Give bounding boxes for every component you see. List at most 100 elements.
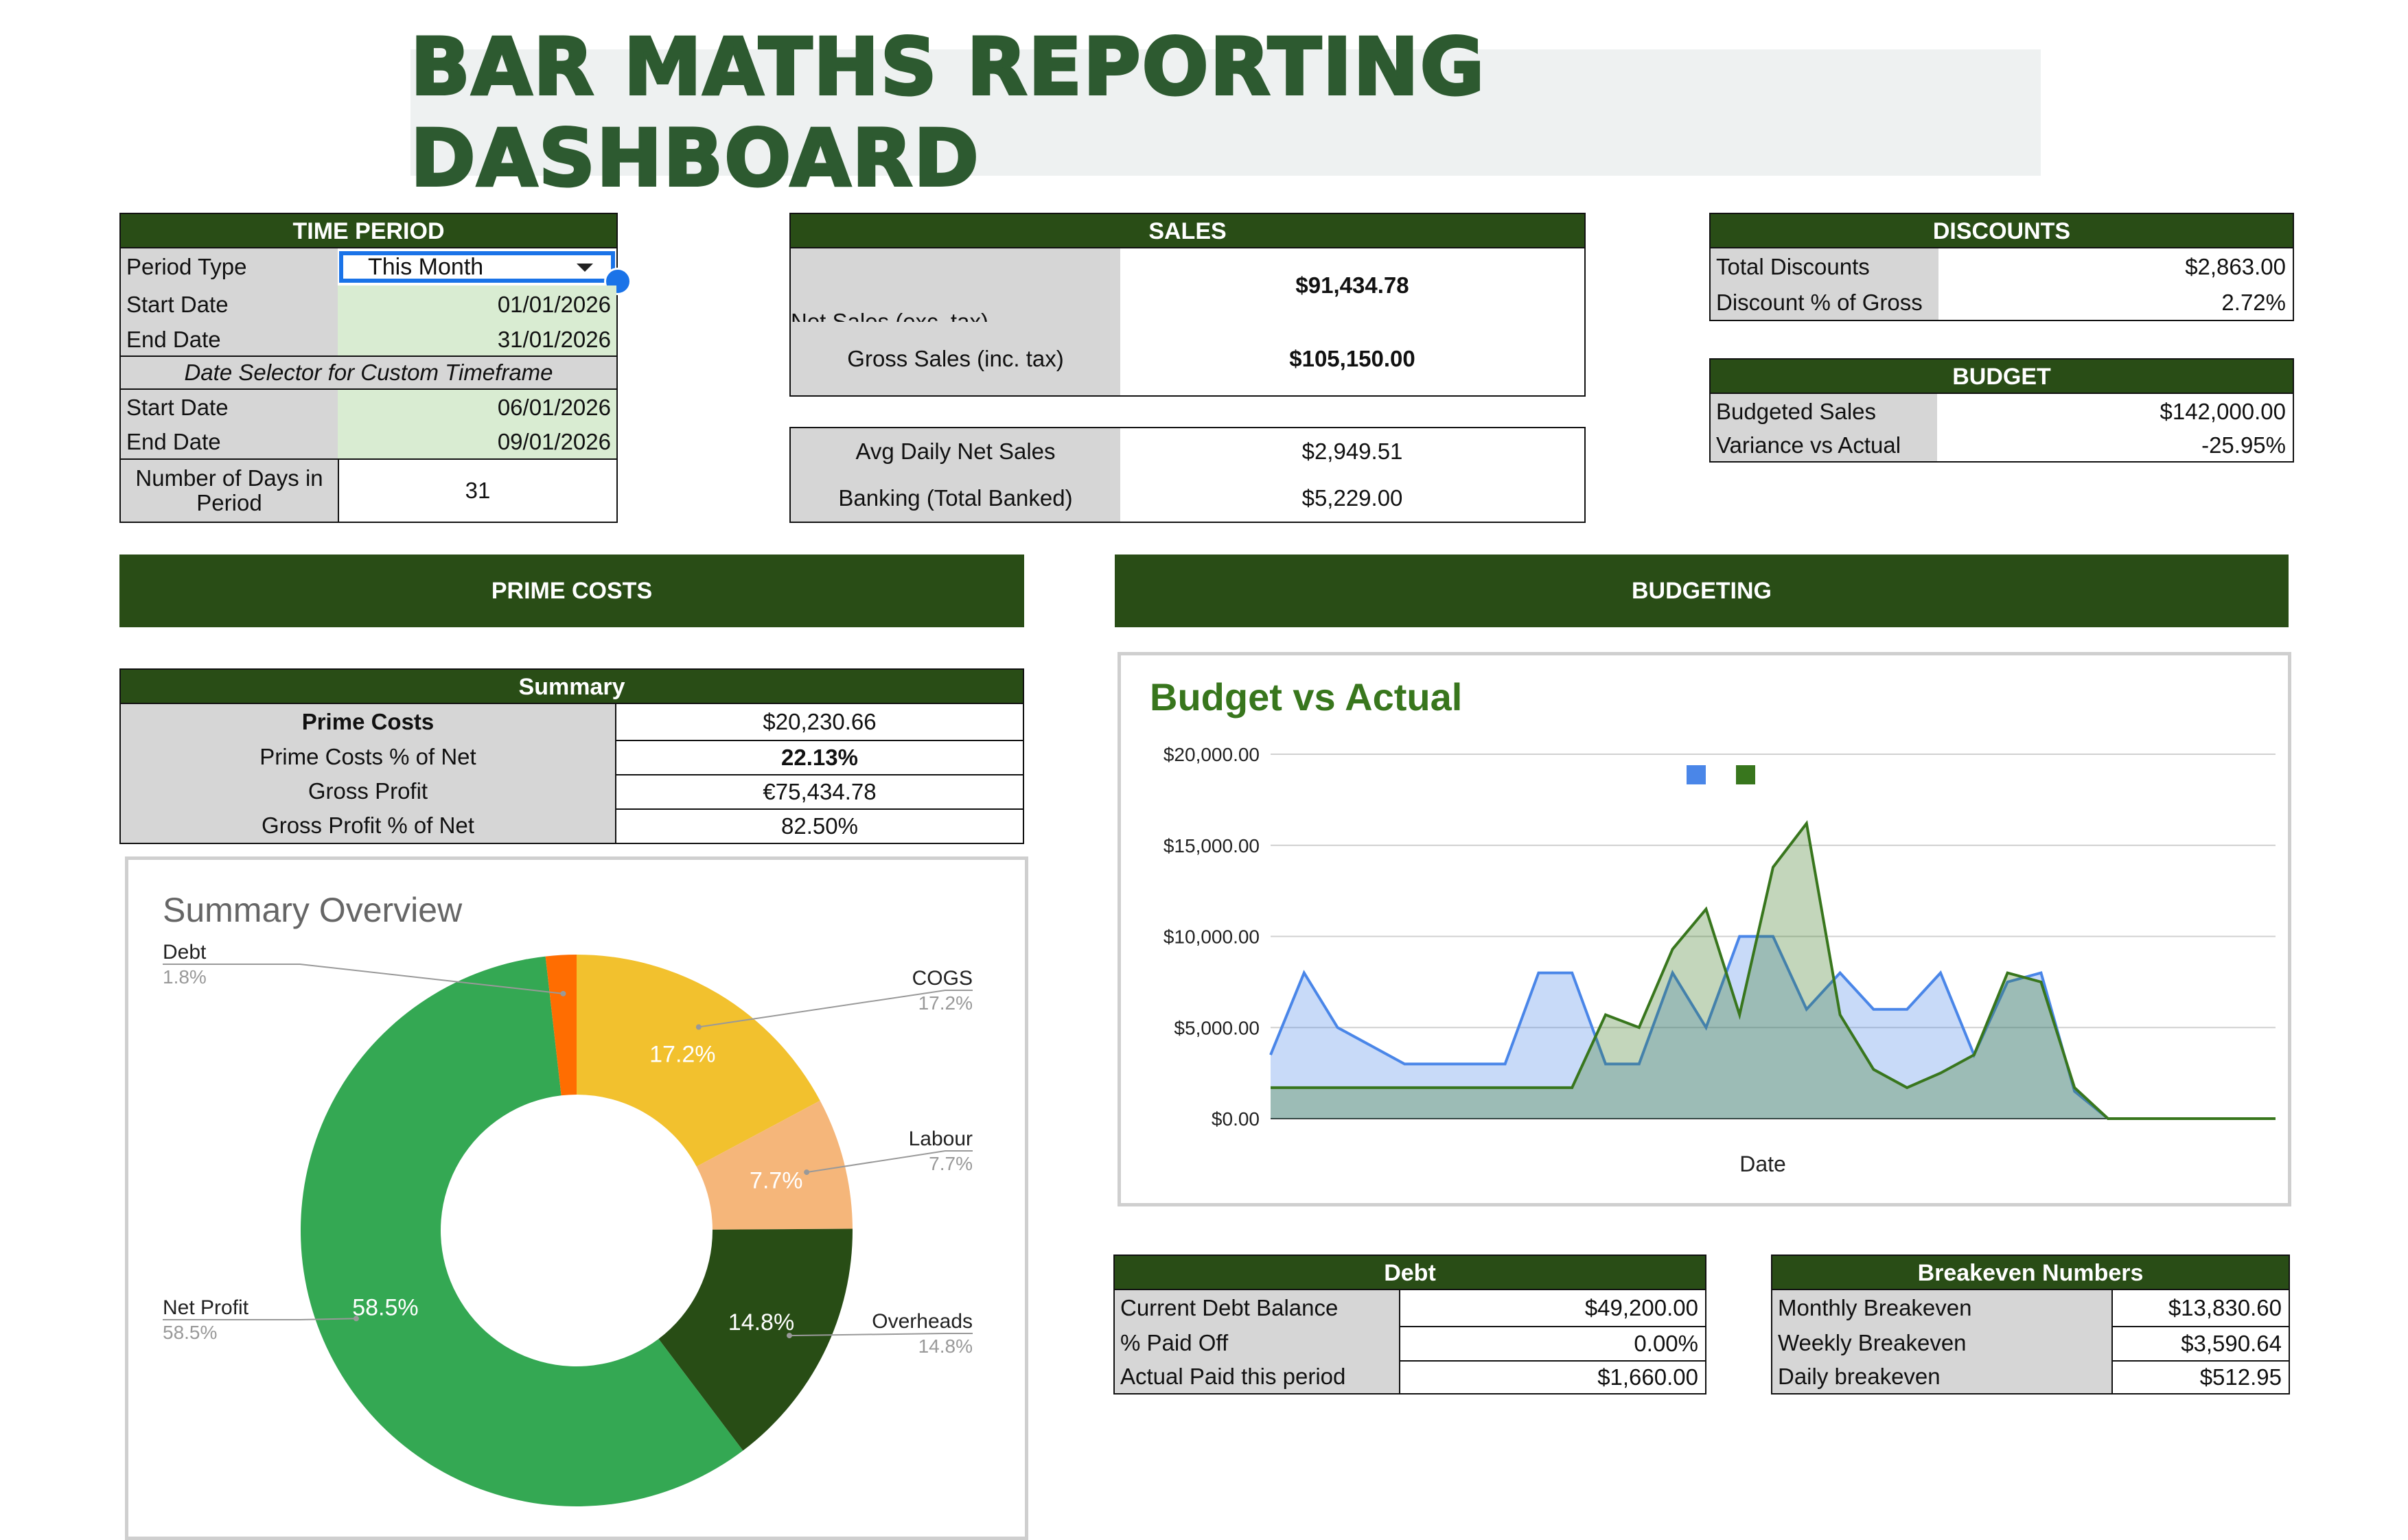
banking-label: Banking (Total Banked) — [791, 475, 1120, 522]
weekly-breakeven-value: $3,590.64 — [2111, 1326, 2289, 1360]
budget-panel: BUDGET Budgeted Sales $142,000.00 Varian… — [1709, 358, 2294, 463]
pie-legend-value-debt: 1.8% — [163, 966, 207, 988]
pie-leader-dot-labour — [804, 1169, 810, 1176]
time-period-panel: TIME PERIOD Period Type This Month Start… — [119, 213, 632, 523]
pie-leader-dot-debt — [560, 990, 566, 996]
custom-start-date-value[interactable]: 06/01/2026 — [338, 390, 616, 425]
total-discounts-value: $2,863.00 — [1938, 248, 2293, 285]
pie-slice-label-overheads: 14.8% — [728, 1309, 794, 1335]
pie-slice-cogs[interactable] — [577, 955, 820, 1167]
days-in-period-label: Number of Days in Period — [121, 458, 338, 522]
series-area-2 — [1271, 823, 2276, 1119]
prime-costs-pct-label: Prime Costs % of Net — [121, 740, 615, 774]
period-type-value: This Month — [368, 253, 484, 280]
budgeting-banner: BUDGETING — [1115, 555, 2289, 627]
legend-swatch-1[interactable] — [1687, 765, 1706, 784]
pie-leader-line-cogs — [698, 990, 973, 1028]
total-discounts-label: Total Discounts — [1711, 248, 1938, 285]
budget-vs-actual-chart: Budget vs Actual $0.00 $5,000.00 $10,000.0… — [1118, 652, 2291, 1206]
breakeven-panel: Breakeven Numbers Monthly Breakeven $13,… — [1771, 1255, 2290, 1395]
pie-slice-label-net-profit: 58.5% — [352, 1294, 418, 1320]
start-date-value[interactable]: 01/01/2026 — [338, 285, 616, 324]
banking-value: $5,229.00 — [1120, 475, 1584, 522]
avg-daily-net-sales-value: $2,949.51 — [1120, 428, 1584, 475]
debt-panel: Debt Current Debt Balance $49,200.00 % P… — [1113, 1255, 1706, 1395]
pie-legend-value-cogs: 17.2% — [918, 992, 973, 1014]
pie-slice-net-profit[interactable] — [300, 956, 743, 1506]
net-sales-value: $91,434.78 — [1120, 248, 1584, 322]
gross-sales-label: Gross Sales (inc. tax) — [791, 322, 1120, 395]
series-line-2 — [1271, 820, 2276, 1120]
sales-header: SALES — [789, 213, 1586, 248]
pie-legend-name-net-profit: Net Profit — [163, 1296, 249, 1319]
pie-legend-name-overheads: Overheads — [872, 1310, 973, 1333]
x-axis-label: Date — [1739, 1152, 1786, 1176]
pie-chart-title: Summary Overview — [163, 891, 463, 929]
pie-legend-value-overheads: 14.8% — [918, 1335, 973, 1357]
chevron-down-icon — [577, 264, 593, 272]
days-in-period-value: 31 — [338, 458, 616, 522]
custom-end-date-value[interactable]: 09/01/2026 — [338, 425, 616, 458]
budgeted-sales-label: Budgeted Sales — [1711, 394, 1937, 430]
custom-timeframe-header: Date Selector for Custom Timeframe — [121, 355, 616, 390]
discounts-header: DISCOUNTS — [1709, 213, 2294, 248]
prime-costs-value: $20,230.66 — [615, 704, 1023, 740]
actual-paid-value: $1,660.00 — [1399, 1360, 1705, 1393]
paid-off-value: 0.00% — [1399, 1326, 1705, 1360]
discounts-panel: DISCOUNTS Total Discounts $2,863.00 Disc… — [1709, 213, 2294, 321]
custom-start-date-label: Start Date — [121, 390, 338, 425]
monthly-breakeven-value: $13,830.60 — [2111, 1290, 2289, 1326]
gross-sales-value: $105,150.00 — [1120, 322, 1584, 395]
avg-daily-net-sales-label: Avg Daily Net Sales — [791, 428, 1120, 475]
title-banner: BAR MATHS REPORTING DASHBOARD — [409, 20, 2041, 205]
budget-vs-actual-svg: Budget vs Actual $0.00 $5,000.00 $10,000.0… — [1150, 675, 2276, 1176]
pie-legend-name-labour: Labour — [909, 1128, 973, 1150]
page-title: BAR MATHS REPORTING DASHBOARD — [409, 20, 1486, 205]
prime-costs-summary-table: Summary Prime Costs $20,230.66 Prime Cos… — [119, 668, 1024, 844]
pie-leader-line-debt — [163, 964, 564, 994]
pie-slice-labour[interactable] — [696, 1100, 853, 1230]
debt-balance-label: Current Debt Balance — [1115, 1290, 1399, 1326]
end-date-value[interactable]: 31/01/2026 — [338, 324, 616, 355]
daily-breakeven-value: $512.95 — [2111, 1360, 2289, 1393]
y-tick-label: $15,000.00 — [1164, 835, 1260, 856]
period-type-label: Period Type — [121, 248, 338, 285]
pie-leader-dot-cogs — [695, 1024, 702, 1030]
discount-pct-label: Discount % of Gross — [1711, 285, 1938, 320]
legend-swatch-2[interactable] — [1736, 765, 1755, 784]
y-tick-label: $0.00 — [1212, 1108, 1260, 1130]
summary-overview-svg: Summary Overview 17.2% 7.7% 14.8% 58.5% COG… — [163, 891, 973, 1506]
pie-leader-dot-net-profit — [353, 1316, 359, 1322]
weekly-breakeven-label: Weekly Breakeven — [1772, 1326, 2111, 1360]
pie-slice-label-labour: 7.7% — [750, 1167, 803, 1193]
pie-leader-line-labour — [806, 1150, 973, 1174]
pie-leader-dot-overheads — [786, 1333, 792, 1339]
variance-label: Variance vs Actual — [1711, 430, 1937, 461]
y-tick-label: $20,000.00 — [1164, 744, 1260, 765]
actual-paid-label: Actual Paid this period — [1115, 1360, 1399, 1393]
custom-end-date-label: End Date — [121, 425, 338, 458]
series-area-1 — [1271, 936, 2276, 1119]
debt-header: Debt — [1113, 1255, 1706, 1290]
y-tick-label: $5,000.00 — [1174, 1017, 1260, 1038]
y-tick-label: $10,000.00 — [1164, 926, 1260, 948]
prime-costs-banner: PRIME COSTS — [119, 555, 1024, 627]
budget-header: BUDGET — [1709, 358, 2294, 394]
pie-slice-label-cogs: 17.2% — [649, 1042, 715, 1068]
summary-overview-chart: Summary Overview 17.2% 7.7% 14.8% 58.5% COG… — [125, 856, 1028, 1540]
time-period-header: TIME PERIOD — [119, 213, 618, 248]
pie-leader-line-net-profit — [163, 1318, 356, 1320]
pie-legend-name-cogs: COGS — [912, 967, 973, 990]
area-chart-title: Budget vs Actual — [1150, 675, 1462, 719]
gross-profit-pct-value: 82.50% — [615, 808, 1023, 843]
paid-off-label: % Paid Off — [1115, 1326, 1399, 1360]
gross-profit-value: €75,434.78 — [615, 774, 1023, 808]
pie-slice-overheads[interactable] — [658, 1228, 853, 1451]
gross-profit-pct-label: Gross Profit % of Net — [121, 808, 615, 843]
prime-costs-label: Prime Costs — [121, 704, 615, 740]
sales-secondary-panel: Avg Daily Net Sales $2,949.51 Banking (T… — [789, 427, 1586, 523]
variance-value: -25.95% — [1937, 430, 2293, 461]
pie-slice-debt[interactable] — [545, 955, 577, 1096]
budgeted-sales-value: $142,000.00 — [1937, 394, 2293, 430]
period-type-dropdown[interactable]: This Month — [339, 251, 615, 283]
